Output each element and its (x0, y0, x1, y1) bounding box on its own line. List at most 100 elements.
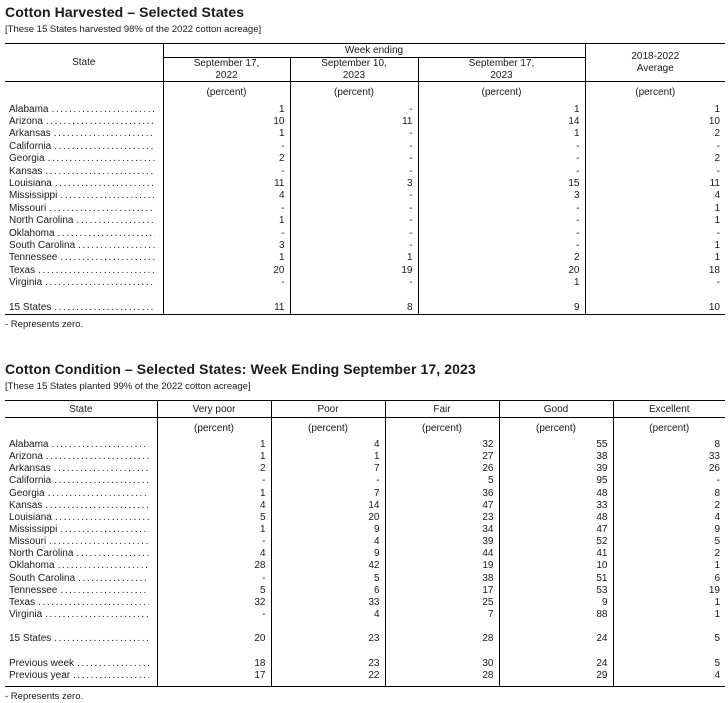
value-cell: 11 (162, 177, 290, 191)
value-cell: 1 (156, 523, 271, 537)
state-data-row: Louisiana1131511 (5, 177, 725, 191)
value-cell: 1 (162, 252, 290, 265)
value-cell: 53 (498, 584, 613, 597)
state-name: Virginia (9, 609, 43, 621)
state-name: Alabama (9, 103, 49, 115)
state-cell: Tennessee (5, 585, 157, 597)
value-cell: - (156, 572, 271, 585)
value-cell: 6 (612, 572, 725, 585)
dotted-leader (58, 228, 155, 240)
dotted-leader (60, 190, 154, 202)
value-cell: 1 (270, 451, 385, 464)
unit-cell: (percent) (156, 417, 271, 439)
value-cell: 41 (498, 548, 613, 561)
value-cell: 1 (289, 252, 418, 265)
value-cell: 19 (612, 584, 725, 597)
value-cell: 1 (156, 451, 271, 464)
value-cell: 26 (384, 463, 499, 476)
value-cell: 19 (384, 560, 499, 573)
value-cell: 32 (384, 438, 499, 452)
value-cell: 1 (584, 239, 725, 253)
harvested-header-row-group: State Week ending 2018-2022 Average (5, 43, 725, 82)
date-column-header: September 17, 2023 (417, 57, 585, 82)
state-cell: 15 States (5, 302, 163, 315)
state-cell: Virginia (5, 277, 163, 289)
state-cell: California (5, 475, 157, 487)
value-cell: 3 (162, 239, 290, 253)
dotted-leader (49, 203, 154, 215)
state-name: Virginia (9, 277, 43, 289)
state-name: 15 States (9, 633, 52, 645)
value-cell: - (417, 215, 585, 228)
value-cell: 10 (584, 301, 725, 315)
value-cell: - (417, 202, 585, 216)
value-cell: 1 (156, 487, 271, 500)
value-cell: 95 (498, 475, 613, 488)
state-name: Mississippi (9, 190, 58, 202)
value-cell: 9 (417, 301, 585, 315)
value-cell: 4 (162, 190, 290, 203)
value-cell: 23 (384, 511, 499, 524)
value-cell: 23 (270, 633, 385, 646)
state-cell: Kansas (5, 500, 157, 512)
condition-title: Cotton Condition – Selected States: Week… (5, 361, 476, 378)
dotted-leader (45, 166, 154, 178)
dotted-leader (51, 439, 148, 451)
unit-cell: (percent) (289, 81, 418, 104)
state-data-row: Mississippi4-34 (5, 190, 725, 203)
value-cell: 9 (270, 523, 385, 537)
value-cell: 32 (156, 596, 271, 610)
state-cell: South Carolina (5, 573, 157, 585)
state-name: Louisiana (9, 511, 52, 523)
value-cell: 47 (384, 499, 499, 512)
value-cell: 51 (498, 572, 613, 585)
state-cell: Georgia (5, 488, 157, 500)
unit-cell-empty (5, 81, 163, 104)
condition-column-header: Poor (270, 400, 385, 418)
state-name: Texas (9, 264, 36, 276)
value-cell: 2 (612, 548, 725, 561)
average-column-header: 2018-2022 Average (584, 43, 725, 82)
week-ending-group-header: Week ending (162, 43, 585, 58)
state-cell: California (5, 141, 163, 153)
state-data-row: Arkansas1-12 (5, 128, 725, 141)
value-cell: 2 (156, 463, 271, 476)
value-cell: 11 (162, 301, 290, 315)
value-cell: 39 (384, 536, 499, 549)
state-name: South Carolina (9, 572, 76, 584)
value-cell: 8 (612, 438, 725, 452)
harvested-unit-row: (percent) (percent) (percent) (percent) (5, 81, 725, 104)
value-cell: 1 (584, 252, 725, 265)
state-name: Missouri (9, 536, 47, 548)
state-name: Texas (9, 596, 36, 608)
condition-column-header: Very poor (156, 400, 271, 418)
state-data-row: Oklahoma---- (5, 227, 725, 240)
value-cell: 3 (417, 190, 585, 203)
value-cell: 20 (156, 633, 271, 646)
value-cell: 4 (270, 438, 385, 452)
value-cell: 34 (384, 523, 499, 537)
state-name: Arkansas (9, 128, 51, 140)
dotted-leader (45, 277, 154, 289)
state-name: Oklahoma (9, 560, 55, 572)
value-cell: 10 (498, 560, 613, 573)
value-cell: 4 (612, 511, 725, 524)
value-cell: 1 (584, 202, 725, 216)
state-name: 15 States (9, 301, 52, 313)
value-cell: 14 (270, 499, 385, 512)
value-cell: - (289, 227, 418, 240)
spacer-row (5, 621, 725, 634)
state-cell: Kansas (5, 166, 163, 178)
unit-cell-empty (5, 417, 157, 439)
value-cell: - (584, 227, 725, 240)
value-cell: 10 (162, 115, 290, 129)
value-cell: - (584, 140, 725, 154)
state-name: Arizona (9, 451, 43, 463)
state-name: Missouri (9, 202, 47, 214)
